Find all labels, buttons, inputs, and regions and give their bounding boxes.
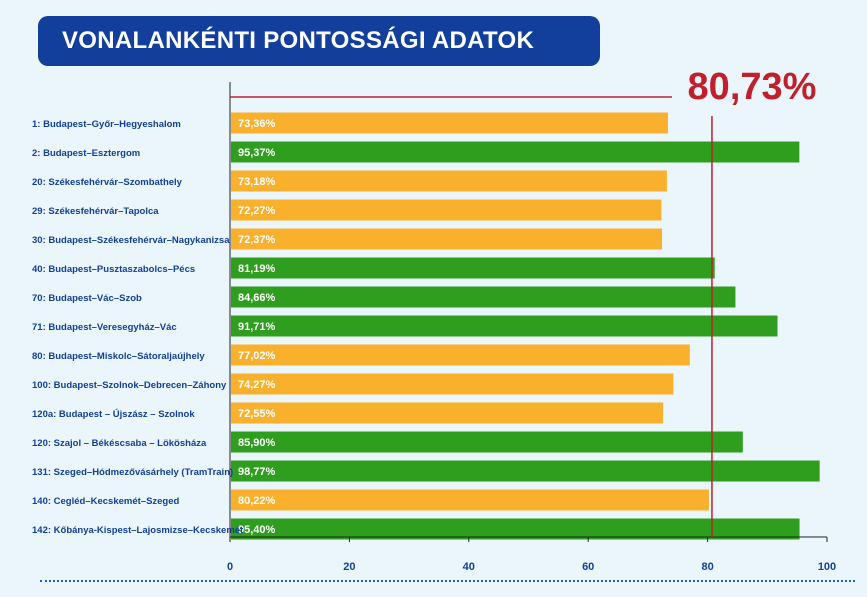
category-label: 70: Budapest–Vác–Szob xyxy=(32,293,142,304)
bar xyxy=(231,460,820,482)
bar xyxy=(231,112,668,134)
bar xyxy=(231,373,674,395)
bar-value-label: 81,19% xyxy=(238,263,276,275)
category-label: 71: Budapest–Veresegyház–Vác xyxy=(32,322,177,333)
category-label: 40: Budapest–Pusztaszabolcs–Pécs xyxy=(32,264,195,275)
bar-value-label: 98,77% xyxy=(238,466,276,478)
bar xyxy=(231,344,690,366)
bar-value-label: 74,27% xyxy=(238,379,276,391)
bar-value-label: 95,40% xyxy=(238,524,276,536)
category-label: 80: Budapest–Miskolc–Sátoraljaújhely xyxy=(32,351,205,362)
bar xyxy=(231,518,800,540)
bar-value-label: 73,18% xyxy=(238,176,276,188)
chart-title: VONALANKÉNTI PONTOSSÁGI ADATOK xyxy=(62,27,535,54)
bar-value-label: 95,37% xyxy=(238,147,276,159)
x-tick-label: 0 xyxy=(227,561,233,573)
title-banner: VONALANKÉNTI PONTOSSÁGI ADATOK xyxy=(38,16,600,66)
x-tick-label: 60 xyxy=(582,561,594,573)
reference-value-label: 80,73% xyxy=(688,66,817,108)
bar xyxy=(231,431,743,453)
bar-value-label: 80,22% xyxy=(238,495,276,507)
x-tick-label: 100 xyxy=(818,561,836,573)
bar xyxy=(231,402,664,424)
category-label: 30: Budapest–Székesfehérvár–Nagykanizsa xyxy=(32,235,230,246)
bar-value-label: 72,55% xyxy=(238,408,276,420)
category-label: 131: Szeged–Hódmezővásárhely (TramTrain) xyxy=(32,467,233,478)
bar-value-label: 84,66% xyxy=(238,292,276,304)
bar xyxy=(231,489,709,511)
bar-value-label: 73,36% xyxy=(238,118,276,130)
category-label: 140: Cegléd–Kecskemét–Szeged xyxy=(32,496,180,507)
category-label: 120: Szajol – Békéscsaba – Lökösháza xyxy=(32,438,207,449)
category-label: 120a: Budapest – Újszász – Szolnok xyxy=(32,408,195,420)
category-label: 142: Kőbánya-Kispest–Lajosmizse–Kecskemé… xyxy=(32,525,244,536)
bar xyxy=(231,315,778,337)
bar xyxy=(231,170,667,192)
bar xyxy=(231,286,736,308)
bar xyxy=(231,141,800,163)
bar-value-label: 72,37% xyxy=(238,234,276,246)
bar-value-label: 91,71% xyxy=(238,321,276,333)
category-label: 20: Székesfehérvár–Szombathely xyxy=(32,177,183,188)
bar-value-label: 85,90% xyxy=(238,437,276,449)
category-label: 2: Budapest–Esztergom xyxy=(32,148,140,159)
category-label: 100: Budapest–Szolnok–Debrecen–Záhony xyxy=(32,380,227,391)
x-tick-label: 20 xyxy=(343,561,355,573)
bar xyxy=(231,257,715,279)
category-label: 1: Budapest–Győr–Hegyeshalom xyxy=(32,119,181,130)
bar-value-label: 72,27% xyxy=(238,205,276,217)
dotted-divider xyxy=(40,580,855,582)
bar xyxy=(231,199,662,221)
bar xyxy=(231,228,663,250)
x-tick-label: 40 xyxy=(463,561,475,573)
category-label: 29: Székesfehérvár–Tapolca xyxy=(32,206,159,217)
bar-value-label: 77,02% xyxy=(238,350,276,362)
x-tick-label: 80 xyxy=(701,561,713,573)
